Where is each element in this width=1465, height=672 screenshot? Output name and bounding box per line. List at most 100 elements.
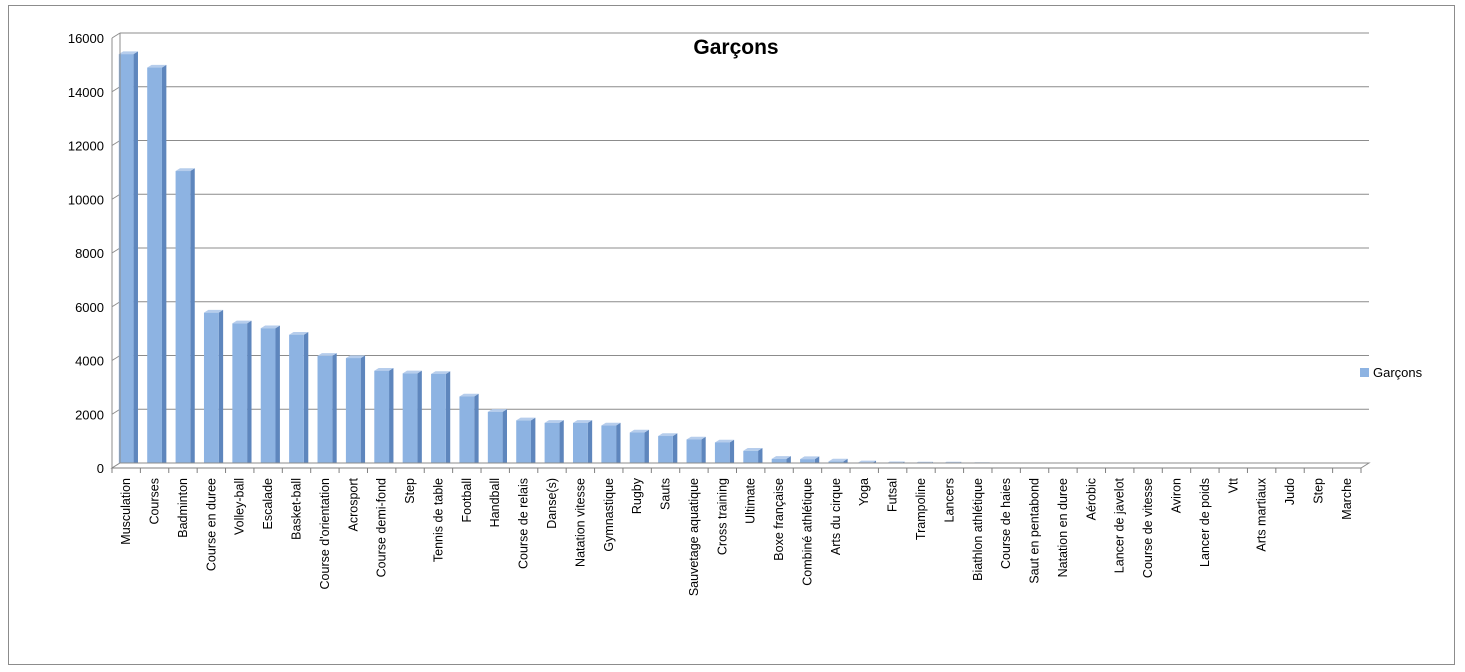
bar bbox=[147, 64, 167, 468]
x-category-label: Acrosport bbox=[346, 477, 360, 531]
bar-side bbox=[729, 439, 735, 468]
bar-top bbox=[828, 458, 848, 462]
bar-front bbox=[147, 67, 162, 468]
x-category-label: Courses bbox=[148, 478, 162, 525]
bar-side bbox=[133, 51, 138, 468]
bar bbox=[232, 320, 252, 468]
x-category-label: Rugby bbox=[630, 477, 644, 514]
bar-top bbox=[516, 417, 536, 421]
bar-top bbox=[402, 370, 422, 374]
bar-top bbox=[203, 309, 224, 313]
bar bbox=[572, 420, 593, 468]
bar-top bbox=[118, 51, 138, 55]
bar-front bbox=[232, 323, 248, 468]
bar-front bbox=[686, 439, 702, 468]
x-category-label: Football bbox=[460, 478, 474, 522]
bars bbox=[118, 51, 1359, 469]
x-category-label: Biathlon athlétique bbox=[971, 478, 985, 581]
y-tick-label: 8000 bbox=[75, 246, 104, 261]
bar-side bbox=[275, 325, 280, 468]
bar-side bbox=[190, 168, 195, 468]
bar bbox=[175, 168, 195, 468]
bar-side bbox=[303, 331, 309, 468]
y-tick-label: 12000 bbox=[68, 139, 104, 154]
y-tick-label: 0 bbox=[97, 461, 104, 476]
bar-top bbox=[714, 439, 735, 443]
x-category-label: Lancers bbox=[942, 478, 956, 522]
x-category-label: Course en duree bbox=[204, 478, 218, 571]
bar-top bbox=[431, 371, 451, 374]
legend-swatch bbox=[1360, 368, 1369, 377]
bar-top bbox=[459, 393, 479, 397]
bar-side bbox=[389, 367, 394, 468]
bar bbox=[431, 371, 451, 468]
x-category-label: Sauvetage aquatique bbox=[687, 478, 701, 596]
bar bbox=[459, 393, 479, 468]
bar-top bbox=[487, 409, 507, 412]
bar bbox=[203, 309, 224, 468]
x-category-label: Aérobic bbox=[1084, 478, 1098, 520]
x-category-label: Trampoline bbox=[914, 478, 928, 540]
bar-front bbox=[431, 373, 446, 468]
bar-front bbox=[402, 373, 418, 468]
bar bbox=[487, 409, 507, 468]
bar bbox=[544, 420, 564, 468]
x-category-label: Futsal bbox=[886, 478, 900, 512]
bar-side bbox=[502, 409, 507, 468]
bar-front bbox=[175, 171, 191, 468]
floor bbox=[110, 462, 1371, 469]
x-category-label: Arts martiaux bbox=[1255, 477, 1269, 551]
chart-frame: 0 2000 4000 6000 8000 10000 12000 14000 16000 Mu… bbox=[8, 5, 1455, 665]
legend: Garçons bbox=[1360, 365, 1423, 380]
bar-top bbox=[544, 420, 564, 423]
legend-label: Garçons bbox=[1373, 365, 1423, 380]
bar bbox=[374, 367, 394, 468]
bar bbox=[118, 51, 138, 468]
x-category-label: Course de relais bbox=[517, 478, 531, 569]
y-tick-label: 14000 bbox=[68, 85, 104, 100]
bar-front bbox=[459, 396, 475, 468]
bar-side bbox=[672, 433, 678, 468]
bar-front bbox=[572, 422, 588, 468]
x-category-label: Yoga bbox=[857, 478, 871, 506]
x-category-label: Boxe française bbox=[772, 478, 786, 561]
bar-front bbox=[516, 420, 531, 468]
x-category-label: Danse(s) bbox=[545, 478, 559, 529]
x-category-labels: Musculation Courses Badminton Course en dur… bbox=[119, 477, 1354, 596]
bar-chart: 0 2000 4000 6000 8000 10000 12000 14000 16000 Mu… bbox=[68, 31, 1423, 596]
gridline-depth bbox=[111, 193, 121, 200]
bar-front bbox=[317, 355, 333, 468]
bar-side bbox=[559, 420, 564, 468]
bar-side bbox=[332, 353, 337, 468]
bar-top bbox=[289, 331, 309, 335]
bar-side bbox=[616, 422, 621, 468]
y-tick-label: 10000 bbox=[68, 192, 104, 207]
bar-side bbox=[701, 436, 706, 468]
bar-top bbox=[743, 448, 763, 451]
gridline-depth bbox=[111, 86, 121, 93]
bar bbox=[345, 355, 366, 468]
gridline-depth bbox=[111, 355, 121, 361]
bar-top bbox=[800, 456, 820, 460]
bar-top bbox=[601, 422, 621, 426]
x-category-label: Combiné athlétique bbox=[800, 478, 814, 586]
gridline-depth bbox=[111, 408, 121, 415]
chart-title: Garçons bbox=[693, 36, 778, 59]
bar-side bbox=[417, 370, 422, 468]
x-category-label: Sauts bbox=[659, 478, 673, 510]
x-category-label: Musculation bbox=[119, 478, 133, 545]
bar-front bbox=[289, 334, 304, 468]
x-category-label: Basket-ball bbox=[290, 478, 304, 540]
x-category-label: Course d'orientation bbox=[318, 478, 332, 590]
gridline-depth bbox=[111, 140, 121, 146]
x-category-label: Handball bbox=[488, 478, 502, 527]
x-category-label: Volley-ball bbox=[233, 478, 247, 535]
y-tick-label: 16000 bbox=[68, 31, 104, 46]
gridline-depth bbox=[111, 32, 121, 39]
gridline-depth bbox=[111, 301, 121, 308]
x-category-label: Step bbox=[403, 478, 417, 504]
x-category-label: Saut en pentabond bbox=[1028, 478, 1042, 584]
bar-side bbox=[161, 64, 167, 468]
bar-top bbox=[232, 320, 252, 324]
bar-top bbox=[629, 429, 649, 433]
